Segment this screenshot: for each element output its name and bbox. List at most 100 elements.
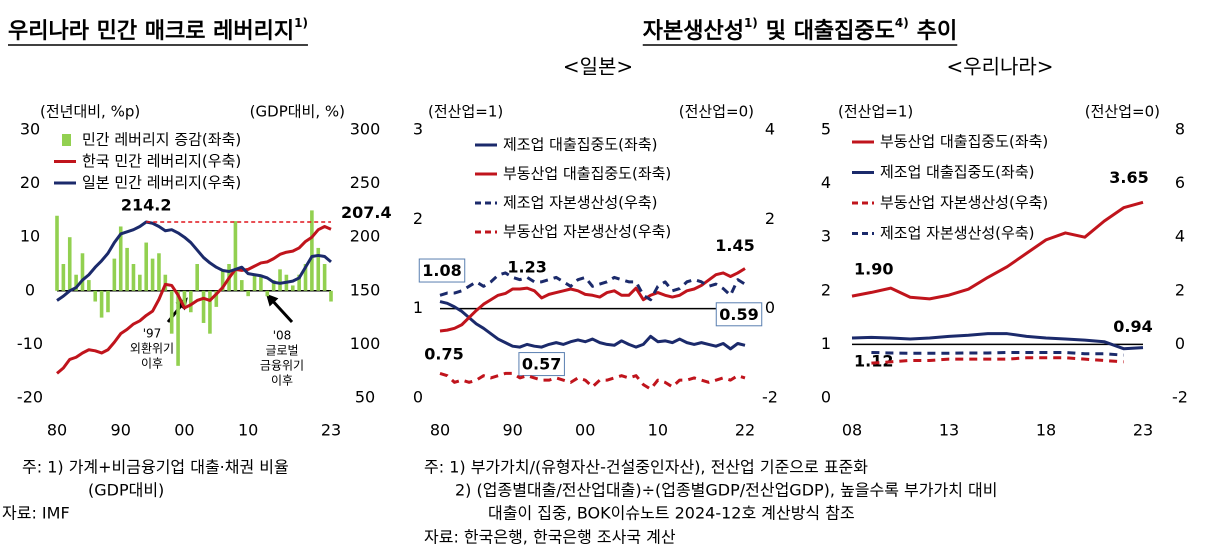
y-tick-label: 0 xyxy=(821,388,831,407)
bar xyxy=(310,210,314,291)
legend-label: 부동산업 자본생산성(우축) xyxy=(880,194,1048,212)
footnote: 주: 1) 가계+비금융기업 대출·채권 비율 xyxy=(22,458,289,477)
bar xyxy=(150,258,155,291)
bar xyxy=(316,247,321,291)
legend-label: 제조업 자본생산성(우축) xyxy=(880,224,1034,242)
legend-label: 부동산업 대출집중도(좌축) xyxy=(503,165,671,183)
bar xyxy=(303,264,308,291)
dashed-line xyxy=(871,350,1124,357)
x-tick-label: 23 xyxy=(321,421,341,440)
annotation: 이후 xyxy=(271,374,293,388)
y2-axis-unit: (전산업=0) xyxy=(1085,103,1160,121)
x-tick-label: 80 xyxy=(47,421,67,440)
line xyxy=(439,300,746,351)
bar xyxy=(189,290,193,313)
annotation: '97 xyxy=(143,327,162,341)
y-tick-label: 3 xyxy=(413,120,423,139)
legend-swatch xyxy=(62,134,71,146)
value-label: 0.94 xyxy=(1113,317,1152,336)
bar xyxy=(157,253,161,291)
y2-tick-label: 4 xyxy=(1175,227,1185,246)
bar xyxy=(195,264,199,291)
x-tick-label: 08 xyxy=(842,421,862,440)
bar xyxy=(239,280,244,291)
y-tick-label: 20 xyxy=(20,173,40,192)
bar xyxy=(220,269,225,291)
y2-tick-label: -2 xyxy=(1172,388,1188,407)
bar xyxy=(99,290,104,318)
bar xyxy=(246,290,250,297)
x-tick-label: 00 xyxy=(575,421,595,440)
y-tick-label: 4 xyxy=(821,173,831,192)
bar xyxy=(214,290,219,307)
value-label: 1.23 xyxy=(507,258,546,277)
y2-tick-label: 250 xyxy=(350,173,381,192)
y-axis-unit: (전년대비, %p) xyxy=(40,103,140,121)
footnote: 주: 1) 부가가치/(유형자산-건설중인자산), 전산업 기준으로 표준화 xyxy=(424,458,868,477)
y-axis-unit: (전산업=1) xyxy=(428,103,503,121)
y2-tick-label: 0 xyxy=(765,298,775,317)
y-tick-label: 1 xyxy=(821,334,831,353)
subtitle: <우리나라> xyxy=(946,55,1053,79)
y-tick-label: -20 xyxy=(17,388,43,407)
annotation: 글로벌 xyxy=(265,344,298,358)
y2-tick-label: 4 xyxy=(765,120,775,139)
y2-tick-label: 300 xyxy=(350,120,381,139)
value-label: 0.57 xyxy=(522,355,561,374)
y-tick-label: 2 xyxy=(413,209,423,228)
y2-tick-label: -2 xyxy=(762,388,778,407)
x-tick-label: 90 xyxy=(502,421,522,440)
value-label: 1.12 xyxy=(854,351,893,370)
bar xyxy=(208,290,212,334)
y-tick-label: -10 xyxy=(17,334,43,353)
bar xyxy=(125,247,129,291)
bar xyxy=(271,280,276,291)
bar xyxy=(131,264,136,291)
legend-label: 일본 민간 레버리지(우축) xyxy=(82,174,241,192)
y2-tick-label: 100 xyxy=(350,334,381,353)
x-tick-label: 13 xyxy=(939,421,959,440)
y2-tick-label: 150 xyxy=(350,280,381,299)
y-axis-unit: (전산업=1) xyxy=(838,103,913,121)
y2-tick-label: 0 xyxy=(1175,334,1185,353)
x-tick-label: 22 xyxy=(735,421,755,440)
value-label: 0.59 xyxy=(719,305,758,324)
bar xyxy=(329,290,333,302)
value-label: 207.4 xyxy=(341,203,392,222)
source: 자료: IMF xyxy=(2,504,70,523)
x-tick-label: 10 xyxy=(238,421,258,440)
y2-tick-label: 6 xyxy=(1175,173,1185,192)
value-label: 3.65 xyxy=(1109,168,1148,187)
bar xyxy=(297,274,301,291)
line xyxy=(56,220,332,302)
bar xyxy=(278,269,282,291)
y-tick-label: 1 xyxy=(413,298,423,317)
title-text: 및 대출집중도 xyxy=(766,19,895,44)
y-tick-label: 5 xyxy=(821,120,831,139)
value-label: 1.45 xyxy=(715,236,754,255)
bar xyxy=(61,264,66,291)
x-tick-label: 10 xyxy=(648,421,668,440)
y-tick-label: 3 xyxy=(821,227,831,246)
bar xyxy=(118,226,123,291)
y2-tick-label: 2 xyxy=(765,209,775,228)
chart-title: 우리나라 민간 매크로 레버리지1) xyxy=(8,16,308,45)
annotation-arrow xyxy=(265,293,294,324)
bar xyxy=(182,290,187,307)
bar xyxy=(252,274,257,291)
bar xyxy=(80,253,85,291)
footnote: 2) (업종별대출/전산업대출)÷(업종별GDP/전산업GDP), 높을수록 부… xyxy=(455,481,997,500)
bar xyxy=(55,215,59,291)
bar xyxy=(163,274,168,291)
y-tick-label: 30 xyxy=(20,120,40,139)
bar xyxy=(144,242,149,291)
value-label-box xyxy=(715,302,763,327)
group-title: 자본생산성1) 및 대출집중도4) 추이 xyxy=(643,16,957,45)
title-note: 1) xyxy=(744,16,758,30)
value-label: 214.2 xyxy=(121,195,172,214)
title-note: 1) xyxy=(294,16,308,30)
line xyxy=(851,332,1144,351)
legend-label: 민간 레버리지 증감(좌축) xyxy=(82,131,241,149)
value-label-box xyxy=(518,352,565,377)
y2-tick-label: 2 xyxy=(1175,280,1185,299)
